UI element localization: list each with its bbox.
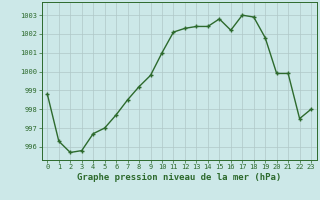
X-axis label: Graphe pression niveau de la mer (hPa): Graphe pression niveau de la mer (hPa) xyxy=(77,173,281,182)
